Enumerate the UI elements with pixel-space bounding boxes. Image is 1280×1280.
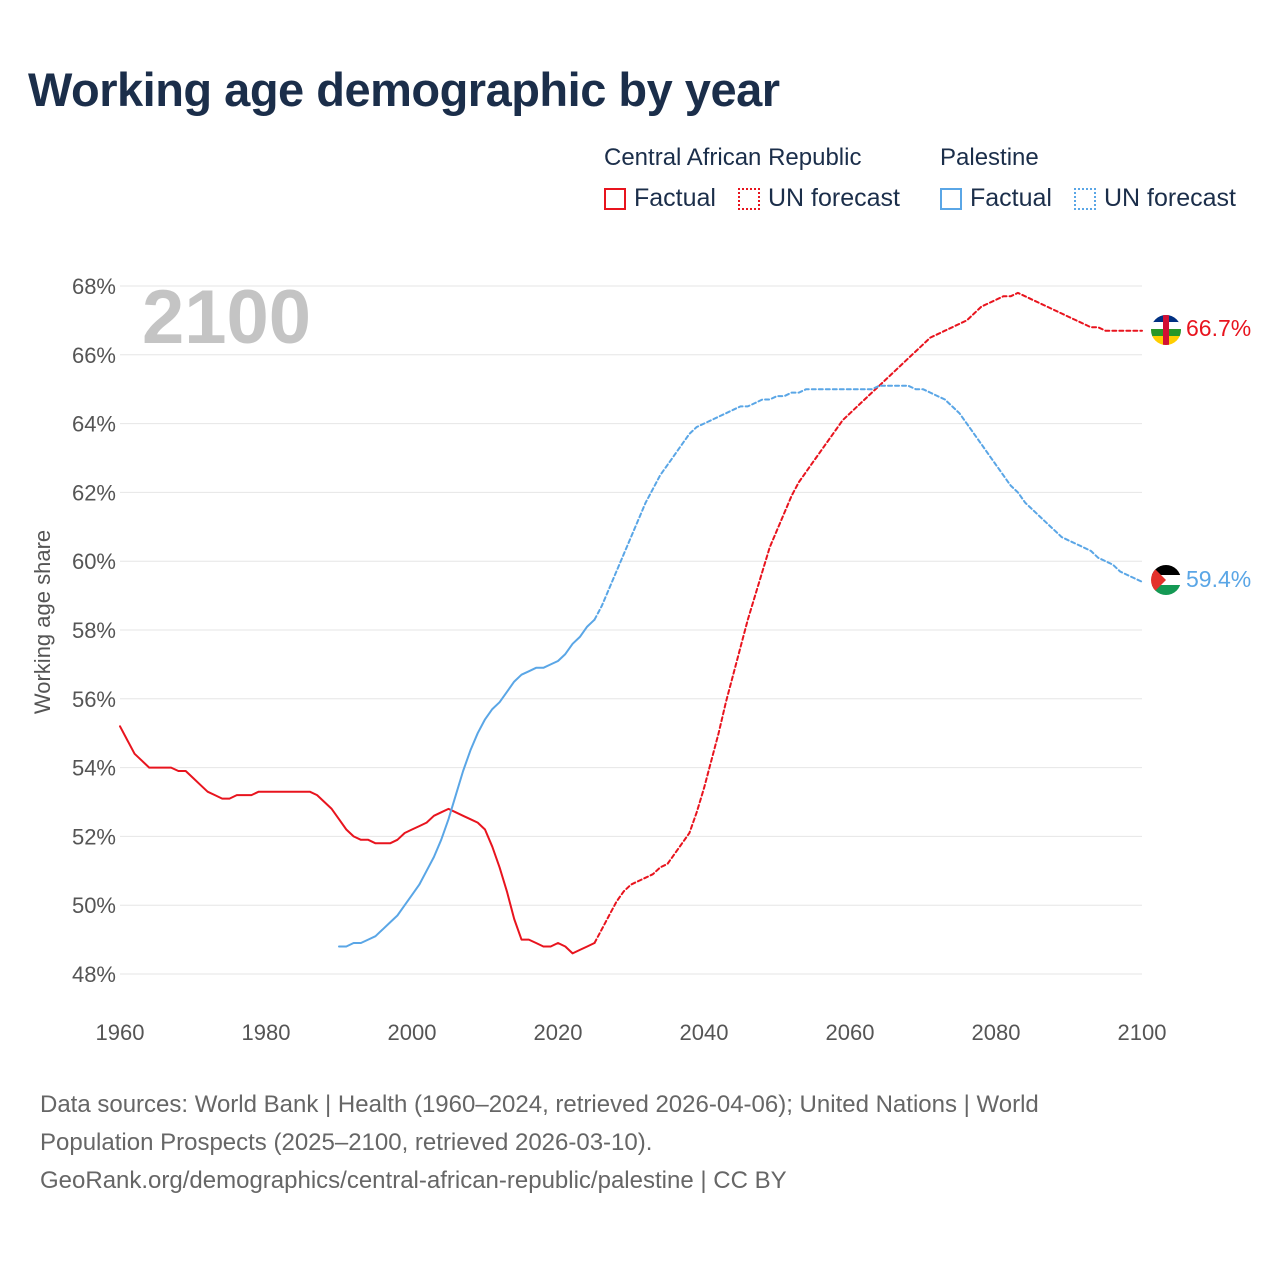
source-line-2: Population Prospects (2025–2100, retriev… — [40, 1129, 653, 1156]
x-tick-label: 1960 — [96, 1020, 145, 1045]
y-tick-label: 52% — [72, 824, 116, 849]
legend: Central African Republic Factual UN fore… — [0, 140, 1280, 230]
x-tick-label: 2020 — [534, 1020, 583, 1045]
y-tick-label: 60% — [72, 549, 116, 574]
y-axis: 48% 50% 52% 54% 56% 58% 60% 62% 64% 66% 68% — [72, 274, 116, 987]
series-lines — [119, 291, 1143, 955]
legend-item-palestine-factual[interactable]: Factual — [940, 184, 1052, 213]
x-tick-label: 2080 — [972, 1020, 1021, 1045]
chart-title: Working age demographic by year — [28, 63, 780, 116]
source-note: Data sources: World Bank | Health (1960–… — [40, 1086, 1240, 1200]
legend-swatch-car-forecast — [738, 187, 760, 210]
palestine-flag-icon — [1151, 565, 1181, 595]
x-tick-label: 2000 — [388, 1020, 437, 1045]
y-tick-label: 50% — [72, 893, 116, 918]
legend-group-central-african-republic: Central African Republic — [604, 144, 862, 171]
legend-swatch-palestine-factual — [940, 187, 962, 210]
series-line-central-african-republic-factual[interactable] — [119, 725, 596, 955]
legend-item-car-factual[interactable]: Factual — [604, 184, 716, 213]
legend-group-palestine: Palestine — [940, 144, 1039, 171]
y-tick-label: 54% — [72, 756, 116, 781]
x-axis: 1960 1980 2000 2020 2040 2060 2080 2100 — [96, 1020, 1167, 1045]
legend-item-palestine-forecast[interactable]: UN forecast — [1074, 184, 1236, 213]
y-tick-label: 58% — [72, 618, 116, 643]
end-label-central-african-republic: 66.7% — [1186, 315, 1251, 341]
legend-label-car-factual: Factual — [634, 184, 716, 212]
y-tick-label: 48% — [72, 962, 116, 987]
y-tick-label: 68% — [72, 274, 116, 299]
y-axis-label: Working age share — [30, 530, 55, 714]
source-line-1: Data sources: World Bank | Health (1960–… — [40, 1091, 1039, 1118]
series-line-central-african-republic-forecast[interactable] — [593, 291, 1143, 944]
x-tick-label: 2100 — [1118, 1020, 1167, 1045]
x-tick-label: 1980 — [242, 1020, 291, 1045]
y-tick-label: 66% — [72, 343, 116, 368]
legend-swatch-palestine-forecast — [1074, 187, 1096, 210]
x-tick-label: 2040 — [680, 1020, 729, 1045]
year-watermark: 2100 — [142, 275, 311, 360]
source-line-3[interactable]: GeoRank.org/demographics/central-african… — [40, 1167, 787, 1194]
central-african-republic-flag-icon — [1151, 315, 1181, 345]
y-tick-label: 64% — [72, 412, 116, 437]
x-tick-label: 2060 — [826, 1020, 875, 1045]
series-line-palestine-factual[interactable] — [338, 618, 596, 948]
legend-label-palestine-forecast: UN forecast — [1104, 184, 1236, 212]
gridlines — [120, 285, 1142, 975]
y-tick-label: 56% — [72, 687, 116, 712]
legend-label-palestine-factual: Factual — [970, 184, 1052, 212]
end-label-palestine: 59.4% — [1186, 566, 1251, 592]
legend-item-car-forecast[interactable]: UN forecast — [738, 184, 900, 213]
legend-label-car-forecast: UN forecast — [768, 184, 900, 212]
series-line-palestine-forecast[interactable] — [593, 384, 1143, 621]
y-tick-label: 62% — [72, 480, 116, 505]
legend-swatch-car-factual — [604, 187, 626, 210]
